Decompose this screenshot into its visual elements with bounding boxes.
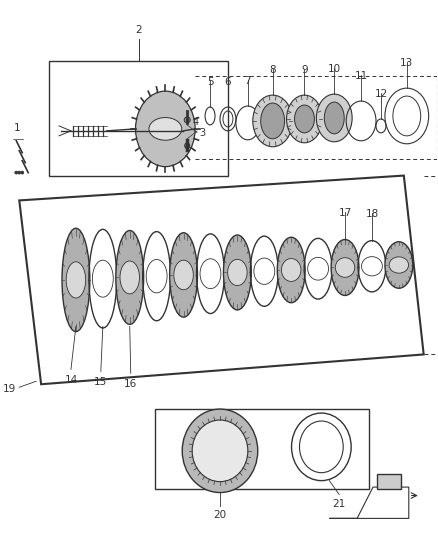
Circle shape [184, 117, 190, 123]
Text: 14: 14 [64, 375, 78, 385]
Ellipse shape [116, 230, 144, 325]
Ellipse shape [223, 235, 251, 310]
Text: 21: 21 [332, 498, 346, 508]
Ellipse shape [331, 239, 359, 295]
Ellipse shape [149, 118, 182, 140]
Ellipse shape [389, 257, 409, 273]
Bar [377, 474, 401, 489]
Ellipse shape [62, 228, 90, 332]
Text: 10: 10 [328, 64, 341, 74]
Text: 11: 11 [354, 71, 368, 81]
Ellipse shape [170, 233, 198, 317]
Ellipse shape [324, 102, 344, 134]
Ellipse shape [228, 260, 247, 286]
Ellipse shape [192, 420, 248, 482]
Text: 3: 3 [199, 128, 205, 138]
Text: 8: 8 [269, 65, 276, 75]
Ellipse shape [286, 95, 322, 143]
Text: 20: 20 [213, 511, 226, 520]
Text: 12: 12 [374, 89, 388, 99]
Text: 13: 13 [400, 58, 413, 68]
Text: 5: 5 [207, 77, 213, 87]
Text: 18: 18 [365, 209, 378, 219]
Text: 4: 4 [192, 117, 198, 127]
Bar [49, 61, 228, 175]
Ellipse shape [135, 91, 195, 167]
Text: 19: 19 [3, 384, 16, 394]
Ellipse shape [261, 103, 285, 139]
Text: 17: 17 [339, 208, 352, 217]
Ellipse shape [174, 260, 193, 290]
Ellipse shape [253, 95, 293, 147]
Circle shape [15, 171, 18, 174]
Ellipse shape [120, 261, 139, 294]
Ellipse shape [385, 242, 413, 288]
Text: 7: 7 [244, 76, 251, 86]
Ellipse shape [282, 259, 301, 281]
Text: 2: 2 [135, 26, 142, 36]
Ellipse shape [277, 237, 305, 303]
Text: 1: 1 [14, 123, 21, 133]
Ellipse shape [336, 257, 355, 277]
Ellipse shape [294, 105, 314, 133]
Ellipse shape [182, 409, 258, 492]
Text: 6: 6 [225, 77, 231, 87]
Text: 9: 9 [301, 65, 308, 75]
Ellipse shape [316, 94, 352, 142]
Ellipse shape [185, 143, 190, 149]
Circle shape [21, 171, 24, 174]
Text: 15: 15 [94, 377, 107, 387]
Text: 16: 16 [124, 379, 138, 389]
Ellipse shape [66, 262, 86, 298]
Circle shape [18, 171, 21, 174]
